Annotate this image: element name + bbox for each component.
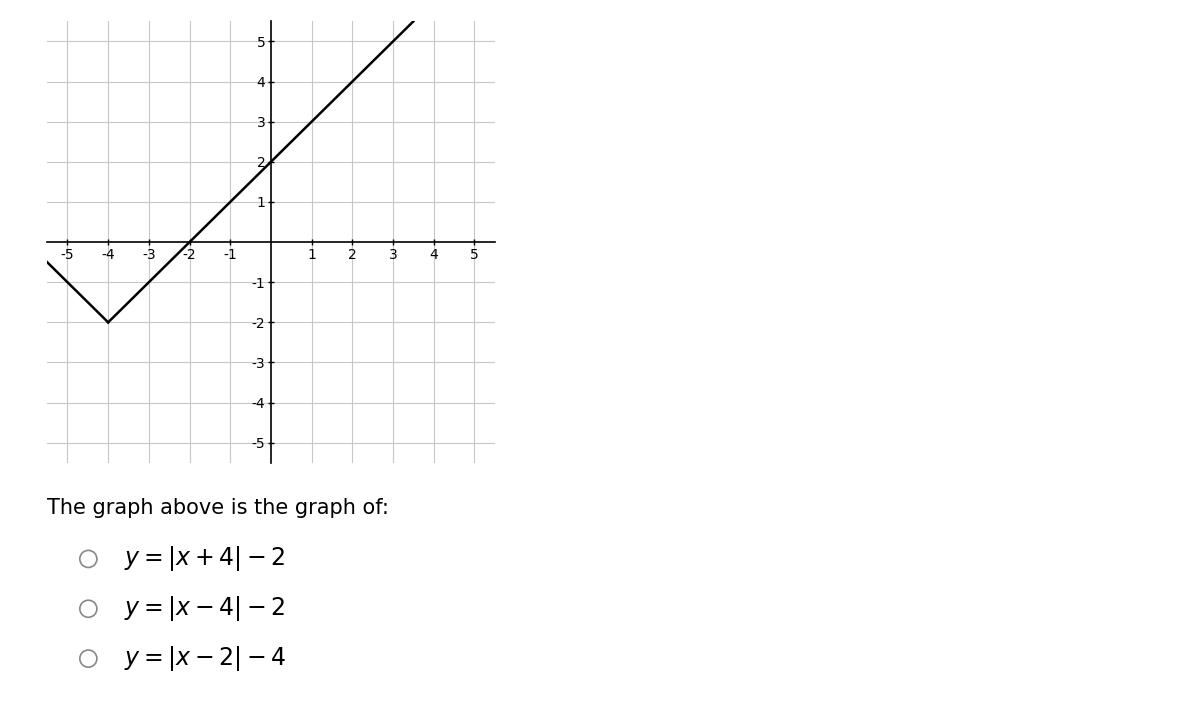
Text: $y = |x - 2| - 4$: $y = |x - 2| - 4$ <box>124 644 286 673</box>
Text: The graph above is the graph of:: The graph above is the graph of: <box>47 498 389 518</box>
Text: $y = |x + 4| - 2$: $y = |x + 4| - 2$ <box>124 545 285 573</box>
Text: $y = |x - 4| - 2$: $y = |x - 4| - 2$ <box>124 595 285 623</box>
